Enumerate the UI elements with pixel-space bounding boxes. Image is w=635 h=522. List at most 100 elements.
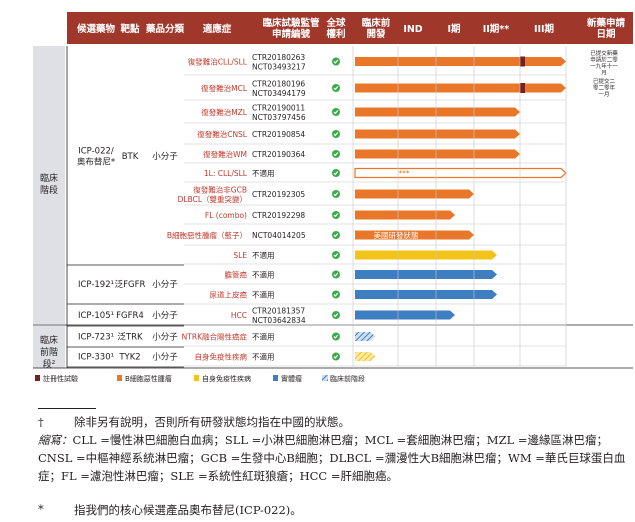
drug-cell: ICP-723¹ 泛TRK 小分子 bbox=[67, 332, 184, 348]
global-rights-check-icon bbox=[332, 270, 340, 279]
progress-bar-label: *** bbox=[398, 169, 410, 178]
trial-number: NCT03494179 bbox=[252, 89, 306, 98]
progress-bar bbox=[355, 129, 520, 139]
progress-bar bbox=[355, 352, 376, 361]
nda-date-text: 已提交二 bbox=[593, 77, 616, 85]
indication-label: 1L: CLL/SLL bbox=[204, 169, 248, 178]
header-global-rights-line: 權利 bbox=[326, 28, 345, 40]
trial-number: CTR20180196 bbox=[252, 79, 305, 88]
pipeline-row: 膽管癌 不適用 bbox=[184, 270, 566, 285]
check-tick bbox=[333, 354, 339, 359]
star-mark: * bbox=[38, 502, 44, 516]
trial-number: 不適用 bbox=[252, 250, 275, 260]
section-clinical-line: 臨床 bbox=[40, 172, 58, 184]
indication-label: FL (combo) bbox=[205, 211, 247, 220]
legend-registrational: 註冊性試驗 bbox=[35, 374, 78, 383]
abbreviations-text: CLL =慢性淋巴細胞白血病；SLL =小淋巴細胞淋巴瘤；MCL =套細胞淋巴瘤… bbox=[38, 433, 626, 483]
check-tick bbox=[333, 213, 339, 218]
drug-cell: ICP-330¹ TYK2 小分子 bbox=[67, 352, 184, 368]
progress-bar bbox=[355, 290, 497, 299]
indication-label: 膽管癌 bbox=[225, 270, 248, 280]
header-trial-no-line: 臨床試驗監管 bbox=[262, 17, 320, 29]
abbreviations-label: 縮寫： bbox=[38, 433, 73, 447]
drug-category: 小分子 bbox=[152, 279, 178, 290]
check-tick bbox=[333, 253, 339, 258]
progress-bar bbox=[355, 310, 455, 320]
indication-label: DLBCL（雙重突變） bbox=[178, 194, 247, 204]
header-nda-line: 新藥申請 bbox=[587, 17, 626, 29]
pipeline-row: NTRK融合陽性癌症 不適用 bbox=[182, 332, 566, 347]
pipeline-row: FL (combo) CTR20192298 bbox=[184, 210, 566, 225]
nda-date-text: 一月 bbox=[598, 91, 609, 98]
global-rights-check-icon bbox=[332, 211, 340, 219]
global-rights-check-icon bbox=[332, 150, 340, 158]
footnote-rule bbox=[38, 408, 96, 409]
abbreviations-note: 縮寫：CLL =慢性淋巴細胞白血病；SLL =小淋巴細胞淋巴瘤；MCL =套細胞… bbox=[38, 431, 630, 485]
indication-label: B細胞惡性腫瘤（藍子） bbox=[167, 230, 247, 240]
progress-bar bbox=[355, 149, 520, 159]
legend: 註冊性試驗 B細胞惡性腫瘤 自身免疫性疾病 實體瘤 臨床前階段 bbox=[35, 374, 365, 383]
pipeline-row: B細胞惡性腫瘤（藍子） NCT04014205 美國研發狀態 bbox=[167, 230, 566, 246]
indication-label: HCC bbox=[231, 311, 247, 320]
header-preclinical-line: 開發 bbox=[366, 28, 386, 40]
drug-target: 泛FGFR bbox=[115, 279, 146, 290]
pipeline-row: 復發難治非GCB DLBCL（雙重突變） CTR20192305 bbox=[178, 184, 566, 206]
progress-bar bbox=[355, 250, 497, 260]
drug-name: ICP-022/ bbox=[78, 147, 114, 157]
drug-category: 小分子 bbox=[152, 310, 178, 321]
footnotes: † 除非另有說明，否則所有研發狀態均指在中國的狀態。 縮寫：CLL =慢性淋巴細… bbox=[38, 413, 630, 485]
legend-label: 臨床前階段 bbox=[330, 374, 365, 383]
legend-swatch bbox=[194, 375, 199, 381]
indication-label: 復發難治MCL bbox=[201, 83, 248, 93]
drug-name: ICP-723¹ bbox=[78, 333, 114, 343]
drug-cell: ICP-192¹ 泛FGFR 小分子 bbox=[67, 279, 184, 305]
header-indication: 適應症 bbox=[203, 23, 232, 35]
check-tick bbox=[333, 292, 339, 297]
check-tick bbox=[333, 171, 339, 176]
check-tick bbox=[333, 86, 339, 91]
global-rights-check-icon bbox=[332, 231, 340, 239]
drug-target: TYK2 bbox=[118, 353, 140, 363]
indication-label: 復發難治WM bbox=[203, 149, 247, 159]
drug-category: 小分子 bbox=[152, 151, 178, 162]
check-tick bbox=[333, 233, 339, 238]
header-trial-no-line: 申請編號 bbox=[272, 28, 311, 40]
trial-number: 不適用 bbox=[252, 270, 275, 280]
legend-label: 註冊性試驗 bbox=[43, 374, 78, 383]
header-category: 藥品分類 bbox=[145, 23, 185, 35]
progress-bar bbox=[355, 332, 376, 341]
preclinical-section-band bbox=[33, 326, 65, 368]
registrational-trial-marker bbox=[520, 56, 525, 67]
trial-number: NCT03797456 bbox=[252, 113, 306, 122]
header-phase2: II期** bbox=[483, 23, 510, 35]
star-note-text: 指我們的核心候選產品奧布替尼(ICP-022)。 bbox=[74, 503, 302, 517]
header-global-rights-line: 全球 bbox=[325, 17, 346, 29]
nda-date-text: 申請於二零 bbox=[590, 56, 618, 64]
legend-solid-tumor: 實體瘤 bbox=[273, 374, 302, 383]
progress-bar bbox=[355, 57, 566, 66]
pipeline-row: 復發難治WM CTR20190364 bbox=[184, 149, 566, 164]
indication-label: 復發難治非GCB bbox=[193, 184, 247, 194]
indication-label: 自身免疫性疾病 bbox=[195, 352, 248, 362]
header-band bbox=[67, 12, 633, 44]
legend-preclinical: 臨床前階段 bbox=[322, 374, 365, 383]
trial-number: CTR20192305 bbox=[252, 190, 305, 199]
drug-name: ICP-105¹ bbox=[78, 311, 114, 321]
global-rights-check-icon bbox=[332, 84, 340, 92]
indication-label: NTRK融合陽性癌症 bbox=[182, 332, 248, 342]
check-tick bbox=[333, 132, 339, 137]
trial-number: NCT03493217 bbox=[252, 62, 306, 71]
dagger-note: 除非另有說明，否則所有研發狀態均指在中國的狀態。 bbox=[74, 415, 350, 429]
global-rights-check-icon bbox=[332, 190, 340, 198]
trial-number: 不適用 bbox=[252, 290, 275, 300]
legend-swatch bbox=[117, 375, 122, 381]
trial-number: CTR20190854 bbox=[252, 130, 305, 139]
drug-name: 奧布替尼* bbox=[77, 157, 115, 168]
global-rights-check-icon bbox=[332, 108, 340, 116]
drug-name: ICP-192¹ bbox=[78, 280, 114, 290]
drug-cell: ICP-105¹ FGFR4 小分子 bbox=[67, 310, 184, 327]
